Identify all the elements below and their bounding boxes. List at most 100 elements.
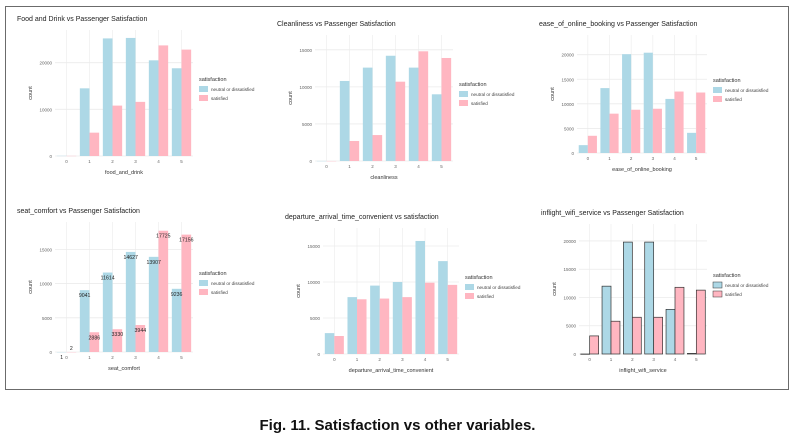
x-tick-label: 1 [608,156,611,161]
x-tick-label: 2 [111,159,114,164]
x-tick-label: 4 [157,355,160,360]
y-tick-label: 0 [571,151,574,156]
bar-satisfied [696,92,706,153]
legend-swatch [199,289,208,295]
legend-label: neutral or dissatisfied [725,283,769,288]
bar-neutral-or-dissatisfied [687,353,697,355]
chart-svg-food-and-drink: Food and Drink vs Passenger Satisfaction… [17,16,255,176]
bar-satisfied [610,320,621,355]
legend-label: satisfied [211,96,228,101]
bar-neutral-or-dissatisfied [600,88,610,153]
bar-neutral-or-dissatisfied [392,282,403,354]
data-label: 3330 [112,332,124,338]
x-tick-label: 0 [588,357,591,362]
chart-title: seat_comfort vs Passenger Satisfaction [17,208,140,215]
data-label: 14627 [123,255,138,261]
chart-ease-of-online-booking: ease_of_online_booking vs Passenger Sati… [533,15,783,179]
chart-title: inflight_wifi_service vs Passenger Satis… [541,210,684,217]
legend-label: satisfied [471,101,488,106]
legend-swatch [199,280,208,286]
legend-title: satisfaction [713,78,741,84]
bar-satisfied [402,297,412,354]
bar-neutral-or-dissatisfied [622,54,632,153]
bar-neutral-or-dissatisfied [438,261,448,354]
y-tick-label: 10000 [307,280,320,285]
bar-neutral-or-dissatisfied [171,68,182,156]
y-tick-label: 10000 [39,107,52,112]
bar-satisfied [653,316,663,355]
bar-neutral-or-dissatisfied [125,37,136,156]
data-label: 17156 [179,238,194,244]
bar-neutral-or-dissatisfied [324,333,335,354]
bar-neutral-or-dissatisfied [171,288,182,352]
bar-satisfied [674,286,685,355]
legend-swatch [713,87,722,93]
x-axis-label: departure_arrival_time_convenient [349,368,434,374]
y-tick-label: 0 [49,154,52,159]
legend-title: satisfaction [459,82,487,88]
legend-label: neutral or dissatisfied [211,281,255,286]
bar-neutral-or-dissatisfied [102,38,113,156]
x-axis-label: seat_comfort [108,366,140,372]
y-tick-label: 0 [573,352,576,357]
x-tick-label: 0 [65,159,68,164]
bar-satisfied [587,135,597,153]
x-tick-label: 2 [111,355,114,360]
y-tick-label: 15000 [299,48,312,53]
chart-title: Cleanliness vs Passenger Satisfaction [277,21,396,28]
x-axis-label: inflight_wifi_service [619,368,666,374]
bar-neutral-or-dissatisfied [347,297,357,354]
bar-satisfied [395,81,406,161]
bar-neutral-or-dissatisfied [665,308,676,355]
data-label: 2886 [89,335,101,341]
legend-swatch [199,86,208,92]
legend-label: neutral or dissatisfied [725,88,769,93]
legend-title: satisfaction [713,273,741,279]
bar-neutral-or-dissatisfied [102,272,113,352]
bar-neutral-or-dissatisfied [79,290,90,352]
bar-neutral-or-dissatisfied [415,240,425,354]
y-tick-label: 15000 [563,267,576,272]
y-tick-label: 5000 [566,324,577,329]
x-tick-label: 5 [180,159,183,164]
x-tick-label: 1 [88,355,91,360]
y-axis-label: count [550,87,556,101]
legend-swatch [459,91,468,97]
bar-satisfied [181,49,192,156]
bar-neutral-or-dissatisfied [665,98,675,153]
y-tick-label: 10000 [563,295,576,300]
legend-label: neutral or dissatisfied [471,92,515,97]
chart-title: departure_arrival_time_convenient vs sat… [285,214,439,221]
chart-svg-ease-of-online-booking: ease_of_online_booking vs Passenger Sati… [539,21,769,173]
bar-satisfied [158,45,169,156]
bar-satisfied [349,140,360,161]
legend-swatch [713,96,722,102]
x-tick-label: 4 [673,156,676,161]
data-label: 1 [60,355,63,361]
chart-seat-comfort: seat_comfort vs Passenger Satisfaction 0 5… [11,202,269,378]
x-tick-label: 1 [356,357,359,362]
y-tick-label: 5000 [42,316,53,321]
chart-title: Food and Drink vs Passenger Satisfaction [17,16,147,23]
x-tick-label: 0 [587,156,590,161]
x-tick-label: 3 [652,357,655,362]
bar-satisfied [334,336,344,354]
x-tick-label: 0 [333,357,336,362]
chart-svg-cleanliness: Cleanliness vs Passenger Satisfaction050… [277,21,515,181]
bar-satisfied [631,316,642,355]
bar-neutral-or-dissatisfied [431,94,442,161]
x-tick-label: 5 [180,355,183,360]
legend-swatch [459,100,468,106]
bar-neutral-or-dissatisfied [339,80,350,161]
bar-neutral-or-dissatisfied [385,55,396,161]
y-tick-label: 10000 [39,282,52,287]
legend-label: neutral or dissatisfied [477,285,521,290]
x-tick-label: 4 [424,357,427,362]
bar-satisfied [89,132,100,156]
legend-title: satisfaction [465,275,493,281]
bar-neutral-or-dissatisfied [79,88,90,156]
bar-satisfied [447,284,458,354]
x-tick-label: 5 [695,156,698,161]
x-tick-label: 1 [348,164,351,169]
bar-satisfied [89,332,100,352]
